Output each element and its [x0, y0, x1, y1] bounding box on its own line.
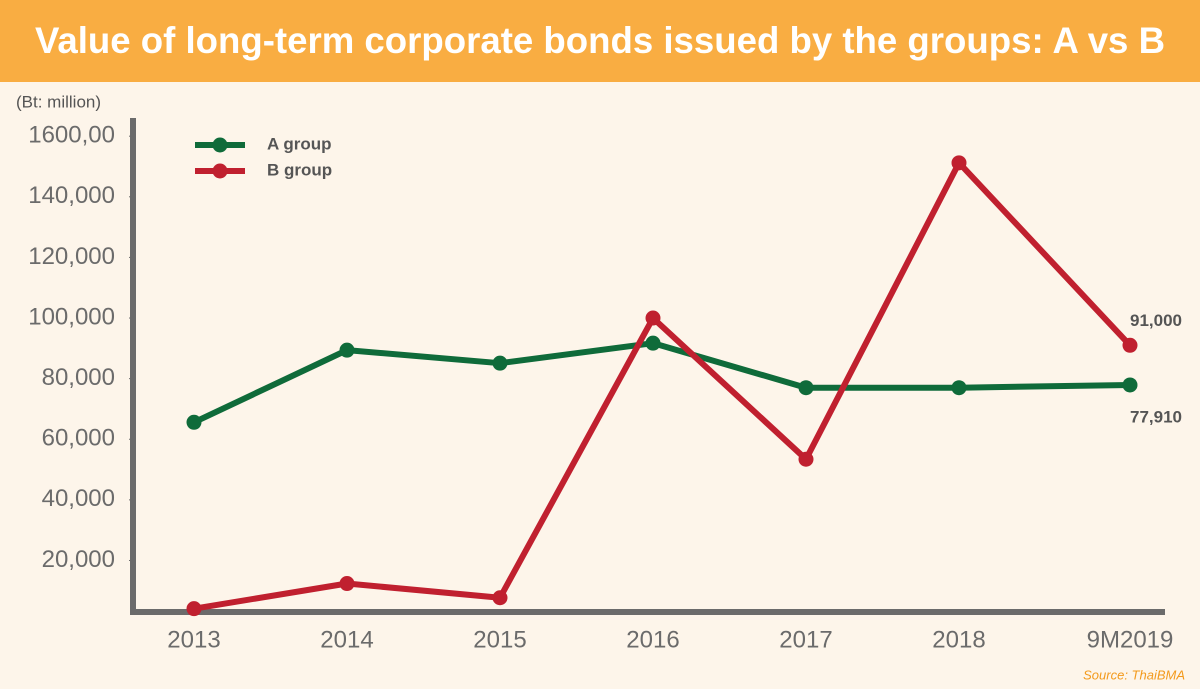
point: [339, 576, 355, 592]
point: [1122, 377, 1138, 393]
x-tick-label: 2017: [779, 626, 832, 653]
legend-marker: [212, 137, 228, 153]
x-tick-label: 2016: [626, 626, 679, 653]
x-tick-label: 2015: [473, 626, 526, 653]
point: [951, 380, 967, 396]
point: [1122, 337, 1138, 353]
y-tick-label: 60,000: [42, 425, 115, 452]
y-tick-label: 40,000: [42, 485, 115, 512]
x-tick-label: 2014: [320, 626, 373, 653]
y-axis-label: (Bt: million): [16, 92, 101, 111]
x-tick-label: 2018: [932, 626, 985, 653]
value-label: 77,910: [1130, 407, 1182, 426]
point: [492, 590, 508, 606]
value-label: 91,000: [1130, 311, 1182, 330]
header-band: [0, 0, 1200, 82]
source: Source: ThaiBMA: [1083, 667, 1185, 682]
point: [798, 451, 814, 467]
point: [951, 155, 967, 171]
point: [798, 380, 814, 396]
y-tick-label: 1600,00: [28, 122, 115, 149]
legend-marker: [212, 163, 228, 179]
y-tick-label: 100,000: [28, 303, 115, 330]
y-tick-label: 140,000: [28, 182, 115, 209]
point: [186, 601, 202, 617]
point: [492, 355, 508, 371]
point: [645, 310, 661, 326]
x-tick-label: 9M2019: [1087, 626, 1174, 653]
y-tick-label: 80,000: [42, 364, 115, 391]
legend-label: A group: [267, 134, 332, 153]
y-tick-label: 20,000: [42, 546, 115, 573]
legend-label: B group: [267, 160, 332, 179]
chart-title: Value of long-term corporate bonds issue…: [35, 20, 1165, 61]
point: [645, 335, 661, 351]
point: [186, 414, 202, 430]
y-tick-label: 120,000: [28, 243, 115, 270]
x-tick-label: 2013: [167, 626, 220, 653]
point: [339, 342, 355, 358]
